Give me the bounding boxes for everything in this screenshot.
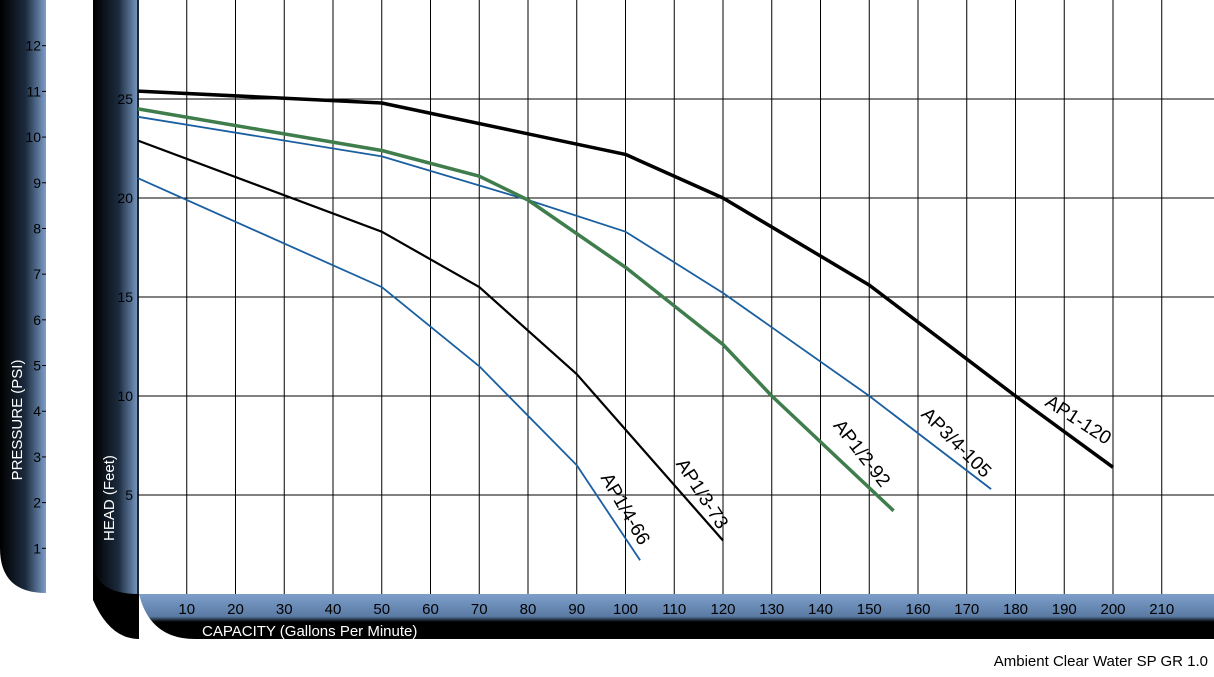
x-tick-label: 40 — [325, 601, 342, 618]
x-tick-label: 200 — [1100, 601, 1125, 618]
y2-tick-label: 6 — [33, 312, 41, 328]
y2-tick-label: 2 — [33, 495, 41, 511]
x-tick-label: 70 — [471, 601, 488, 618]
x-tick-label: 60 — [422, 601, 439, 618]
x-tick-label: 0 — [124, 601, 132, 618]
footnote: Ambient Clear Water SP GR 1.0 — [994, 653, 1208, 670]
x-tick-label: 10 — [178, 601, 195, 618]
x-tick-label: 90 — [568, 601, 585, 618]
curve — [137, 107, 895, 513]
y2-tick-label: 10 — [25, 129, 41, 145]
y2-tick-label: 11 — [26, 83, 41, 99]
x-axis-title: CAPACITY (Gallons Per Minute) — [202, 623, 417, 640]
corner — [93, 560, 139, 639]
x-tick-label: 160 — [905, 601, 930, 618]
x-tick-label: 170 — [954, 601, 979, 618]
y-tick-label: 10 — [117, 388, 133, 404]
y-tick-label: 5 — [125, 487, 133, 503]
x-tick-label: 100 — [613, 601, 638, 618]
y2-axis-title: PRESSURE (PSI) — [9, 360, 26, 481]
y2-tick-label: 8 — [33, 220, 41, 236]
x-tick-label: 120 — [710, 601, 735, 618]
x-tick-label: 150 — [857, 601, 882, 618]
curve — [137, 89, 1115, 469]
curve-label: AP3/4-105 — [917, 404, 995, 482]
y-tick-label: 25 — [117, 91, 133, 107]
curves — [137, 89, 1115, 561]
y2-tick-label: 12 — [25, 38, 41, 54]
x-tick-label: 190 — [1052, 601, 1077, 618]
x-tick-label: 80 — [520, 601, 537, 618]
y2-tick-label: 4 — [33, 403, 41, 419]
y2-tick-label: 1 — [33, 540, 41, 556]
y2-tick-label: 7 — [33, 266, 41, 282]
x-tick-label: 210 — [1149, 601, 1174, 618]
y-axis-title: HEAD (Feet) — [101, 455, 118, 541]
y2-tick-label: 5 — [33, 358, 41, 374]
y-tick-label: 20 — [117, 190, 133, 206]
y2-tick-label: 9 — [33, 175, 41, 191]
labels: 0 10 20 30 40 50 60 70 80 90 100 110 120 130 140 150 160… — [25, 38, 1174, 618]
x-tick-label: 130 — [759, 601, 784, 618]
curve — [137, 115, 992, 490]
head-bar — [93, 0, 139, 594]
x-tick-label: 20 — [227, 601, 244, 618]
x-tick-label: 110 — [662, 601, 686, 618]
x-tick-label: 30 — [276, 601, 293, 618]
y-tick-label: 15 — [117, 289, 133, 305]
curve — [137, 139, 724, 542]
pressure-bar — [0, 0, 46, 593]
curve — [137, 177, 641, 561]
x-tick-label: 180 — [1003, 601, 1028, 618]
capacity-bar — [139, 594, 1214, 639]
x-tick-label: 140 — [808, 601, 833, 618]
grid — [137, 0, 1214, 594]
y2-tick-label: 3 — [33, 449, 41, 465]
x-tick-label: 50 — [373, 601, 390, 618]
